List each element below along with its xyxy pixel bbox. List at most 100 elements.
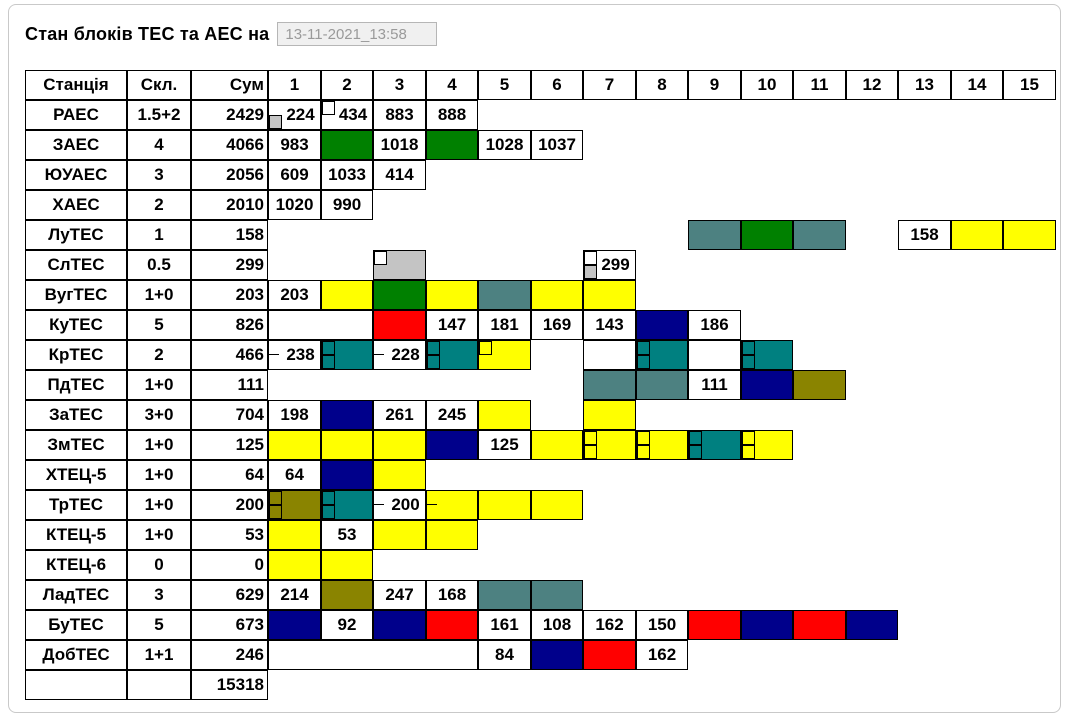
unit-cell: [583, 400, 636, 430]
unit-value-label: 92: [337, 615, 357, 634]
header-row: Станція Скл. Сум 1 2 3 4 5 6 7 8 9 10 11 12 13 14 15: [25, 70, 1058, 100]
unit-cell: [426, 430, 478, 460]
unit-cell-value: 200: [373, 490, 426, 520]
unit-value-label: 84: [495, 645, 514, 664]
datetime-input[interactable]: [277, 22, 438, 46]
unit-cell-value: 990: [321, 190, 373, 220]
skl-cell: 1+0: [127, 370, 191, 400]
unit-value-label: 200: [391, 495, 420, 514]
units-area: 147 181 169 143 186: [268, 310, 1058, 340]
unit-cell: [478, 340, 531, 370]
corner-marker: [269, 115, 282, 129]
corner-marker: [637, 355, 650, 369]
sum-cell: 0: [191, 550, 268, 580]
station-name-cell: КТЕЦ-5: [25, 520, 127, 550]
unit-value-label: 13: [915, 75, 934, 94]
unit-cell: [321, 460, 373, 490]
sum-cell: 2429: [191, 100, 268, 130]
unit-cell: [636, 430, 688, 460]
unit-cell: [951, 220, 1003, 250]
unit-cell: [321, 550, 373, 580]
sum-cell: 246: [191, 640, 268, 670]
unit-cell-value: 1033: [321, 160, 373, 190]
skl-cell: 1+0: [127, 460, 191, 490]
unit-cell-value: 4: [426, 70, 478, 100]
unit-cell: [636, 310, 688, 340]
corner-marker: [427, 355, 440, 369]
unit-cell-value: 1: [268, 70, 321, 100]
unit-cell: [688, 430, 741, 460]
unit-cell: [426, 340, 478, 370]
unit-cell-value: 228: [373, 340, 426, 370]
unit-value-label: 143: [595, 315, 624, 334]
units-area: 111: [268, 370, 1058, 400]
corner-marker: [584, 445, 597, 459]
unit-cell: [531, 580, 583, 610]
station-row: ЛадТЕС 3 629 214 247 168: [25, 580, 1058, 610]
sum-cell: 673: [191, 610, 268, 640]
sum-cell: 4066: [191, 130, 268, 160]
unit-cell: [373, 430, 426, 460]
station-row: КТЕЦ-5 1+0 53 53: [25, 520, 1058, 550]
unit-value-label: 158: [910, 225, 939, 244]
unit-cell: [373, 520, 426, 550]
sum-cell: 200: [191, 490, 268, 520]
unit-cell-value: 143: [583, 310, 636, 340]
unit-value-label: 15: [1020, 75, 1039, 94]
corner-marker: [269, 341, 279, 355]
total-sum-cell: 15318: [191, 670, 268, 700]
unit-cell-value: 169: [531, 310, 583, 340]
unit-value-label: 1037: [538, 135, 576, 154]
unit-value-label: 434: [338, 105, 368, 124]
unit-cell: [426, 610, 478, 640]
unit-cell-value: 9: [688, 70, 741, 100]
corner-marker: [374, 251, 387, 265]
unit-value-label: 6: [552, 75, 562, 94]
unit-value-label: 1028: [485, 135, 524, 154]
unit-cell-value: 64: [268, 460, 321, 490]
station-name-cell: ЗаТЕС: [25, 400, 127, 430]
skl-cell: 5: [127, 310, 191, 340]
unit-value-label: 609: [280, 165, 309, 184]
corner-marker: [689, 431, 702, 445]
unit-value-label: 150: [647, 615, 677, 634]
units-area: 125: [268, 430, 1058, 460]
unit-value-label: 888: [437, 105, 467, 124]
unit-value-label: 5: [499, 75, 510, 94]
total-skl-cell: [127, 670, 191, 700]
unit-cell: [321, 400, 373, 430]
corner-marker: [584, 251, 597, 265]
station-name-cell: ТрТЕС: [25, 490, 127, 520]
station-row: КрТЕС 2 466 238 228: [25, 340, 1058, 370]
total-station-cell: [25, 670, 127, 700]
unit-cell: [426, 520, 478, 550]
unit-value-label: 10: [757, 75, 777, 94]
unit-value-label: 147: [437, 315, 467, 334]
station-name-cell: ЛадТЕС: [25, 580, 127, 610]
units-area: 609 1033 414: [268, 160, 1058, 190]
unit-cell-value: 161: [478, 610, 531, 640]
unit-cell-value: 150: [636, 610, 688, 640]
unit-cell: [846, 610, 898, 640]
station-row: ЗАЕС 4 4066 983 1018 1028 1037: [25, 130, 1058, 160]
unit-cell: [426, 490, 478, 520]
skl-cell: 0.5: [127, 250, 191, 280]
unit-value-label: 414: [385, 165, 414, 184]
unit-cell: [268, 490, 321, 520]
skl-cell: 2: [127, 190, 191, 220]
unit-value-label: 990: [332, 195, 362, 214]
unit-cell: [531, 280, 583, 310]
unit-cell: [478, 400, 531, 430]
corner-marker: [637, 431, 650, 445]
unit-cell-value: 7: [583, 70, 636, 100]
unit-cell: [1003, 220, 1056, 250]
titlebar: Стан блоків ТЕС та АЕС на: [25, 22, 438, 46]
unit-cell-value: 883: [373, 100, 426, 130]
unit-cell-value: 2: [321, 70, 373, 100]
corner-marker: [689, 445, 702, 459]
total-row: 15318: [25, 670, 1058, 700]
unit-cell: [793, 610, 846, 640]
unit-value-label: 247: [385, 585, 414, 604]
sum-cell: 826: [191, 310, 268, 340]
